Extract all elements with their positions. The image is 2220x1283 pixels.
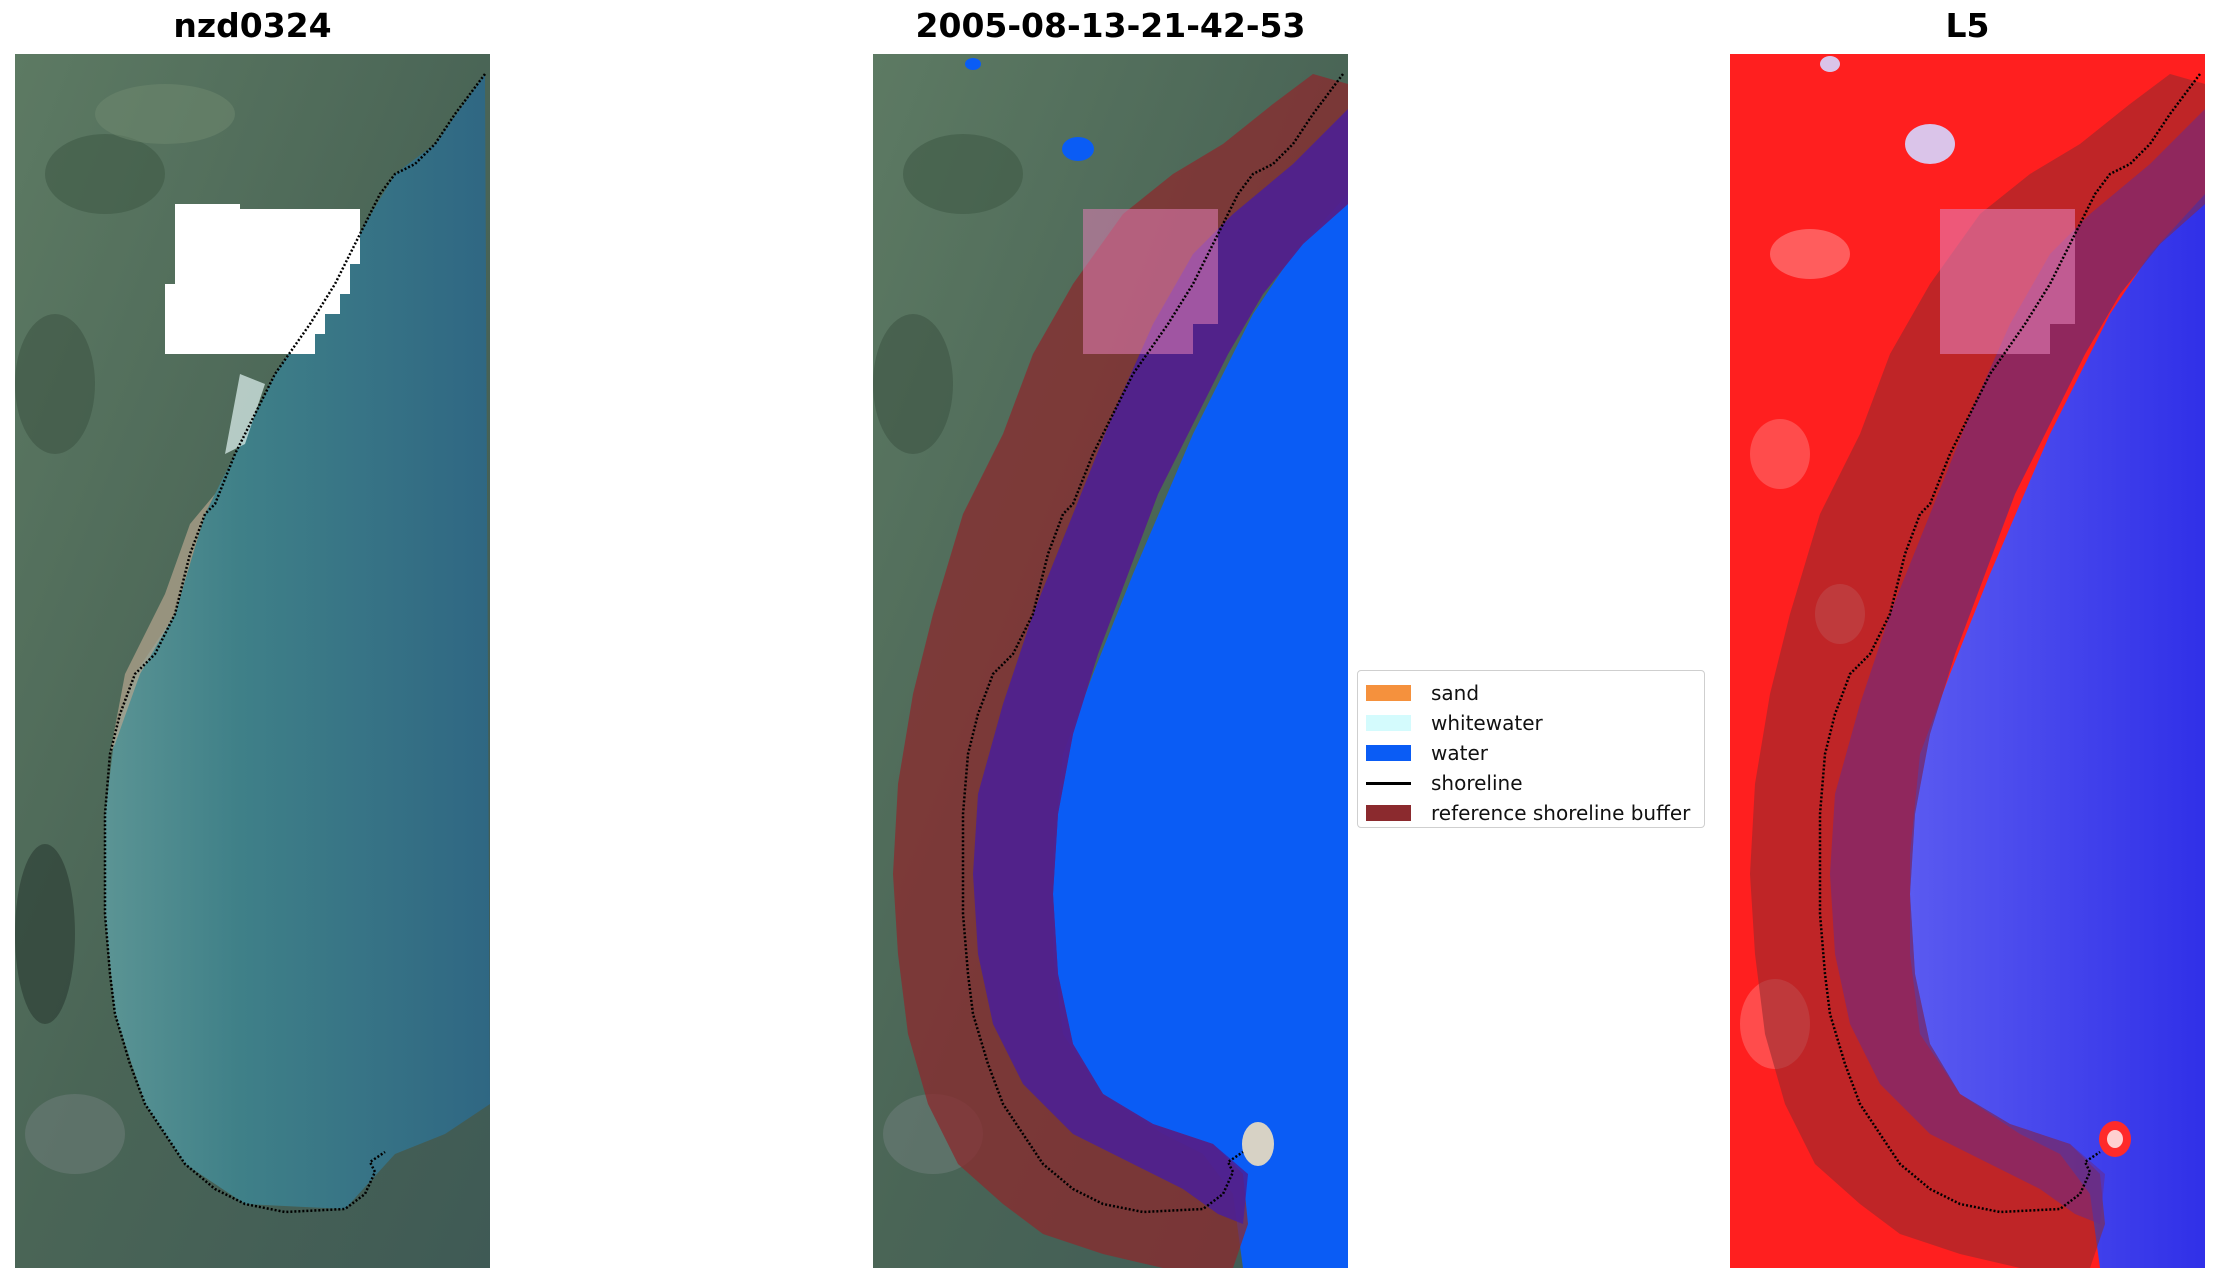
rgb-image-panel: [15, 54, 490, 1268]
legend-item-whitewater: whitewater: [1366, 708, 1696, 738]
legend-label-shoreline: shoreline: [1431, 771, 1523, 795]
legend: sand whitewater water shoreline referenc…: [1357, 670, 1705, 828]
legend-item-water: water: [1366, 738, 1696, 768]
water-swatch: [1366, 745, 1411, 761]
legend-label-sand: sand: [1431, 681, 1480, 705]
index-image: [1730, 54, 2205, 1268]
panel-title-rgb: nzd0324: [173, 6, 332, 45]
legend-item-shoreline: shoreline: [1366, 768, 1696, 798]
classified-image: [873, 54, 1348, 1268]
whitewater-swatch: [1366, 715, 1411, 731]
legend-label-buffer: reference shoreline buffer: [1431, 801, 1691, 825]
index-image-panel: [1730, 54, 2205, 1268]
rgb-satellite-image: [15, 54, 490, 1268]
legend-label-whitewater: whitewater: [1431, 711, 1543, 735]
legend-item-sand: sand: [1366, 678, 1696, 708]
legend-item-buffer: reference shoreline buffer: [1366, 798, 1696, 828]
panel-title-index: L5: [1945, 6, 1990, 45]
legend-label-water: water: [1431, 741, 1488, 765]
panel-title-classified: 2005-08-13-21-42-53: [915, 6, 1306, 45]
shoreline-line-swatch: [1366, 781, 1411, 785]
buffer-swatch: [1366, 805, 1411, 821]
sand-swatch: [1366, 685, 1411, 701]
classified-image-panel: [873, 54, 1348, 1268]
